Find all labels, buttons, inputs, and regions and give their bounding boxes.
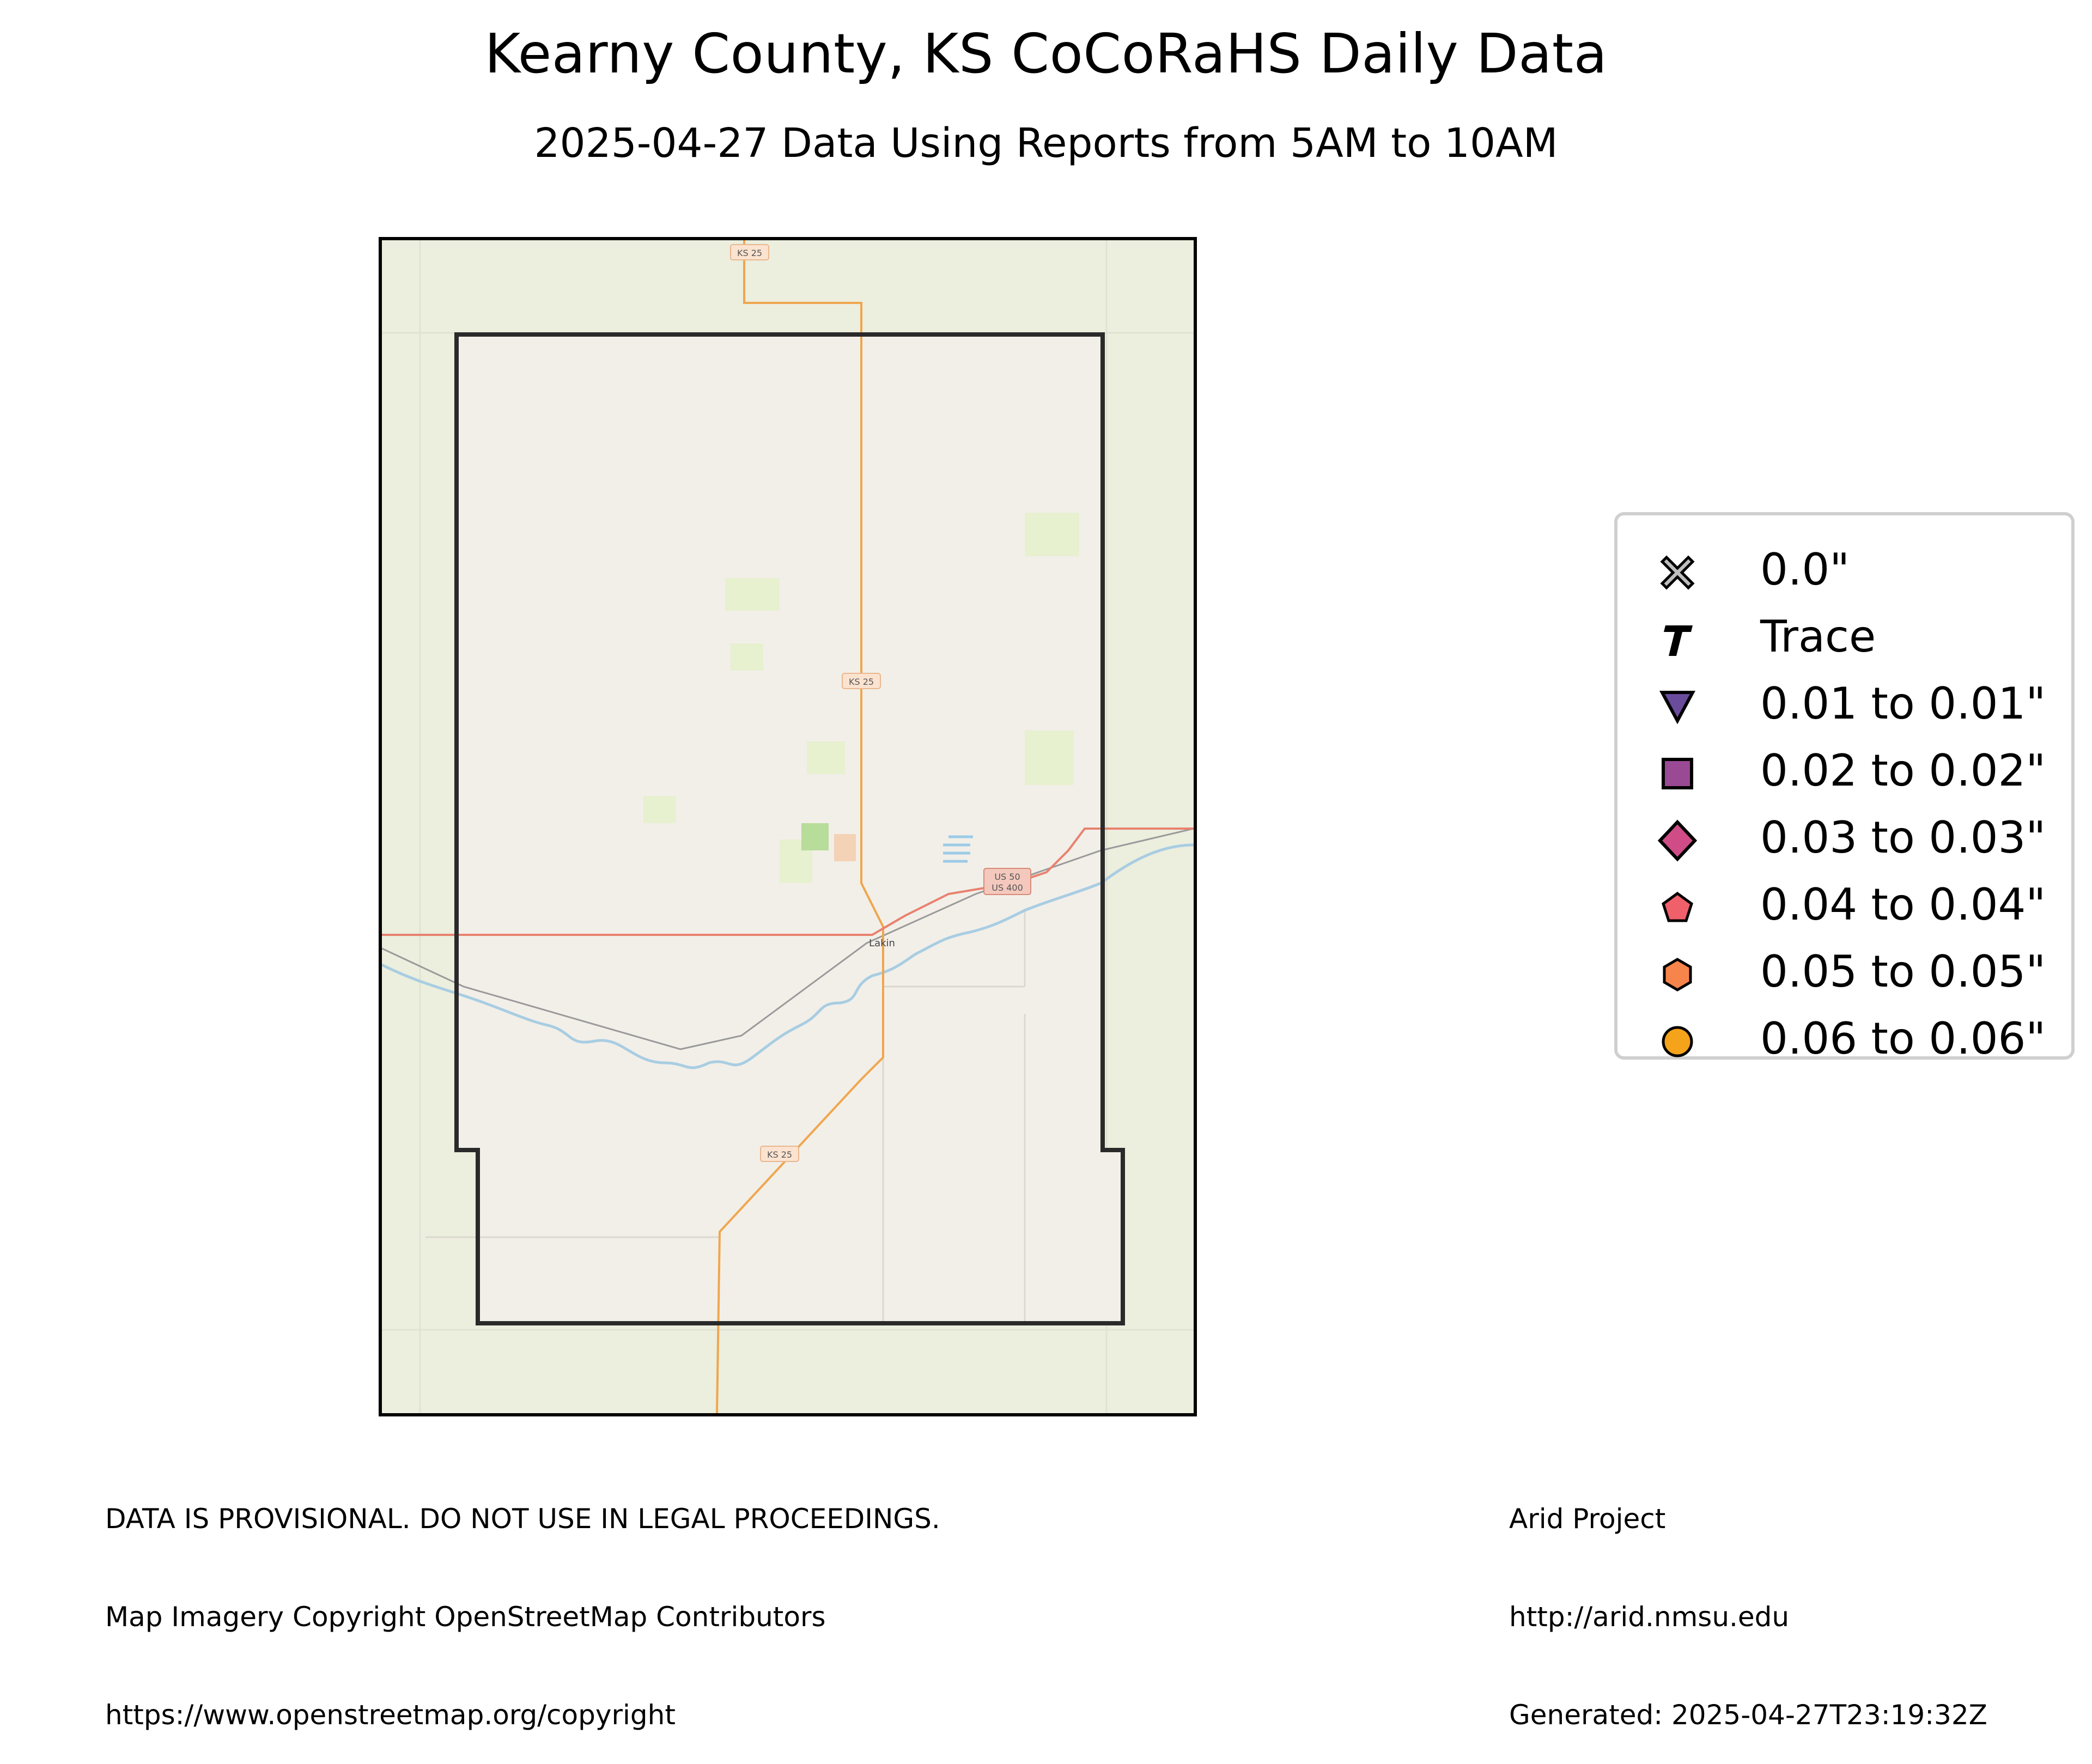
- legend-item-0-03: 0.03 to 0.03": [1617, 808, 2071, 868]
- footer-credits: Arid Project http://arid.nmsu.edu Genera…: [1509, 1437, 1987, 1764]
- road-label: US 400: [992, 883, 1023, 893]
- road-label: US 50: [994, 872, 1020, 882]
- road-label: KS 25: [737, 248, 762, 258]
- chart-subtitle: 2025-04-27 Data Using Reports from 5AM t…: [534, 120, 1558, 167]
- hexagon-icon: [1663, 958, 1692, 992]
- trace-t-icon: [1664, 625, 1693, 656]
- legend-label: 0.03 to 0.03": [1760, 812, 2046, 863]
- pentagon-icon: [1662, 891, 1693, 922]
- legend-label: Trace: [1760, 611, 1876, 662]
- precipitation-legend: 0.0" Trace 0.01 to 0.01" 0.02 to 0.02" 0…: [1614, 512, 2075, 1064]
- county-boundary: [454, 332, 1125, 1325]
- x-marker-icon: [1660, 555, 1695, 590]
- circle-icon: [1662, 1026, 1693, 1057]
- legend-label: 0.06 to 0.06": [1760, 1013, 2046, 1064]
- footer-line: Map Imagery Copyright OpenStreetMap Cont…: [105, 1601, 826, 1633]
- legend-item-trace: Trace: [1617, 607, 2071, 667]
- road-shield-ks25-top: KS 25: [730, 244, 769, 260]
- footer-line: Generated: 2025-04-27T23:19:32Z: [1509, 1699, 1987, 1731]
- footer-link[interactable]: https://www.openstreetmap.org/copyright: [105, 1699, 676, 1731]
- road-shield-ks25-mid: KS 25: [842, 673, 881, 689]
- legend-label: 0.02 to 0.02": [1760, 745, 2046, 796]
- footer-link[interactable]: http://arid.nmsu.edu: [1509, 1601, 1790, 1633]
- legend-item-0-01: 0.01 to 0.01": [1617, 674, 2071, 734]
- road-shield-ks25-south: KS 25: [760, 1146, 799, 1162]
- county-area: [457, 334, 1123, 1323]
- legend-label: 0.04 to 0.04": [1760, 879, 2046, 930]
- square-icon: [1662, 758, 1693, 789]
- road-label: KS 25: [767, 1149, 792, 1160]
- legend-item-0-06: 0.06 to 0.06": [1617, 1009, 2071, 1069]
- road-shield-us50-us400: US 50 US 400: [983, 868, 1031, 895]
- chart-title: Kearny County, KS CoCoRaHS Daily Data: [484, 22, 1608, 86]
- legend-item-0-02: 0.02 to 0.02": [1617, 741, 2071, 801]
- legend-item-0-05: 0.05 to 0.05": [1617, 942, 2071, 1002]
- arkansas-river: [382, 843, 1194, 1069]
- road-label: KS 25: [849, 677, 874, 687]
- footer-disclaimer: DATA IS PROVISIONAL. DO NOT USE IN LEGAL…: [105, 1437, 940, 1764]
- ks25-highway: [716, 240, 884, 1413]
- footer-line: DATA IS PROVISIONAL. DO NOT USE IN LEGAL…: [105, 1503, 940, 1535]
- triangle-down-icon: [1659, 691, 1696, 725]
- legend-item-zero: 0.0": [1617, 540, 2071, 600]
- footer-line: Arid Project: [1509, 1503, 1666, 1535]
- legend-label: 0.0": [1760, 544, 1850, 595]
- legend-label: 0.01 to 0.01": [1760, 678, 2046, 729]
- town-label-lakin: Lakin: [869, 938, 895, 949]
- railroad: [382, 828, 1194, 1050]
- county-map: KS 25 KS 25 KS 25 US 50 US 400 Lakin: [379, 237, 1197, 1416]
- legend-label: 0.05 to 0.05": [1760, 946, 2046, 997]
- legend-item-0-04: 0.04 to 0.04": [1617, 875, 2071, 935]
- diamond-icon: [1657, 819, 1698, 862]
